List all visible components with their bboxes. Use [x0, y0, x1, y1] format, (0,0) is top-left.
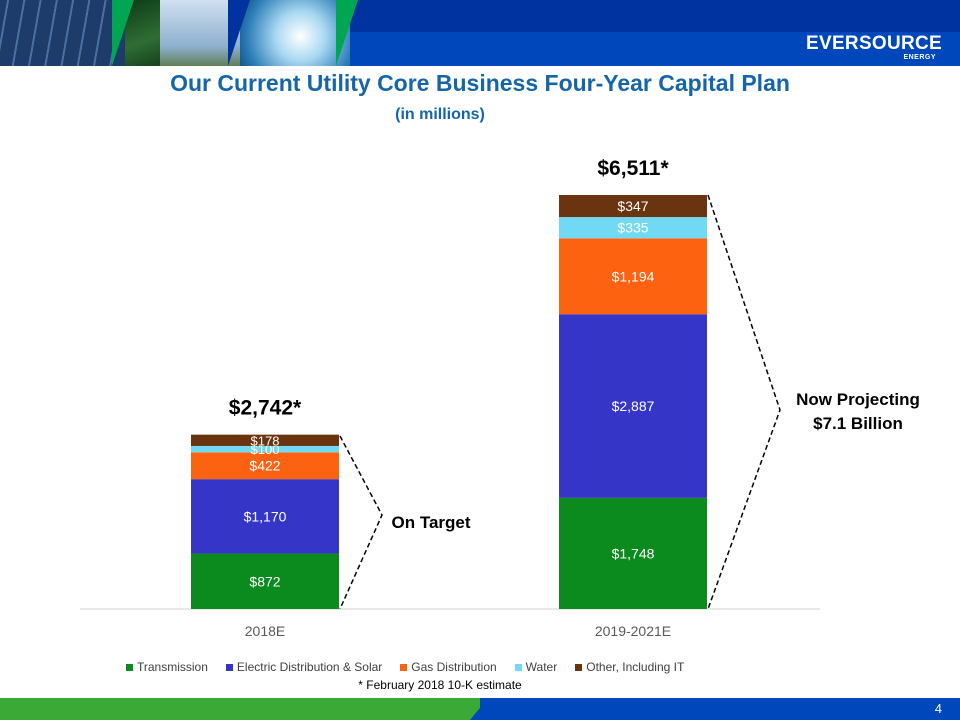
bar-segment [191, 479, 339, 554]
chart-legend: Transmission Electric Distribution & Sola… [126, 658, 702, 676]
footer-green-band [0, 698, 500, 720]
legend-swatch [514, 663, 522, 671]
footnote: * February 2018 10-K estimate [358, 678, 522, 692]
legend-swatch [126, 663, 133, 671]
legend-item: Electric Distribution & Solar [225, 658, 383, 676]
data-label: $1,170 [244, 508, 287, 524]
banner-lower-strip [350, 32, 960, 66]
total-label: $6,511* [597, 157, 669, 180]
legend-item: Transmission [126, 658, 208, 676]
legend-label: Gas Distribution [411, 660, 497, 674]
bar-segment [559, 497, 707, 609]
legend-item: Other, Including IT [575, 658, 684, 676]
eversource-logo: EVERSOURCE ENERGY [806, 33, 943, 62]
bar-segment [559, 217, 707, 239]
page-title: Our Current Utility Core Business Four-Y… [170, 70, 790, 96]
bar-segment [191, 553, 339, 609]
page-number: 4 [934, 701, 942, 716]
logo-subtext: ENERGY [903, 54, 936, 61]
legend-item: Gas Distribution [400, 658, 497, 676]
legend-swatch [225, 663, 233, 671]
footer-blue-band [480, 698, 960, 720]
on-target-bracket [339, 435, 383, 610]
green-divider [112, 0, 134, 66]
legend-label: Transmission [137, 660, 208, 674]
data-label: $178 [251, 433, 280, 448]
total-label: $2,742* [229, 397, 302, 420]
data-label: $347 [617, 198, 648, 214]
green-divider [336, 0, 358, 66]
data-label: $1,748 [612, 545, 655, 561]
logo-text: EVERSOURCE [806, 33, 943, 54]
legend-label: Electric Distribution & Solar [236, 660, 383, 674]
data-label: $872 [249, 573, 280, 589]
solar-panels-image [0, 0, 130, 66]
bar-segment [191, 452, 339, 480]
legend-label: Water [525, 660, 558, 674]
bar-segment [559, 238, 707, 315]
projection-note-line1: Now Projecting [796, 390, 920, 409]
water-faucet-image [240, 0, 350, 66]
bar-group: $872 $1,170 $422$100$178 $2,742* 2018E $1,748… [191, 157, 707, 639]
legend-label: Other, Including IT [586, 660, 685, 674]
x-tick-label: 2018E [245, 623, 285, 639]
x-tick-label: 2019-2021E [595, 623, 671, 639]
data-label: $100 [251, 442, 280, 457]
data-label: $335 [617, 220, 648, 236]
header-banner: EVERSOURCE ENERGY [0, 0, 960, 66]
projection-note-line2: $7.1 Billion [813, 414, 903, 433]
bar-segment [191, 445, 339, 453]
projection-bracket [707, 194, 781, 610]
legend-swatch [400, 663, 408, 671]
data-label: $1,194 [612, 268, 655, 284]
legend-item: Water [514, 658, 558, 676]
page-subtitle: (in millions) [395, 106, 485, 123]
legend-swatch [575, 663, 583, 671]
data-label: $2,887 [612, 398, 655, 414]
bar-segment [191, 434, 339, 446]
footer-divider [470, 698, 488, 720]
wind-turbines-image [160, 0, 240, 66]
bar-segment [559, 195, 707, 218]
on-target-note: On Target [391, 513, 470, 532]
blue-divider [228, 0, 250, 66]
data-label: $422 [249, 458, 280, 474]
bar-segment [559, 314, 707, 498]
